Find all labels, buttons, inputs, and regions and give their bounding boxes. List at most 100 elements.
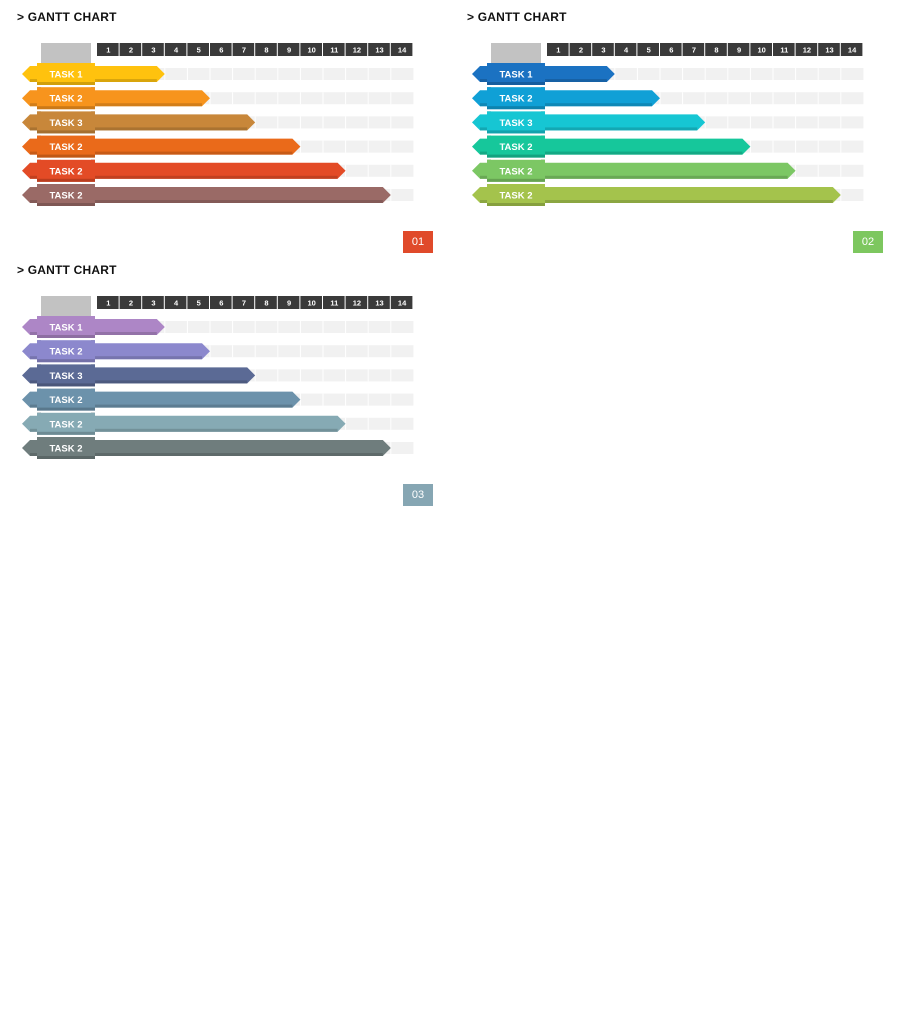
column-header-cell xyxy=(705,43,727,56)
column-header-cell xyxy=(368,43,390,56)
column-tick-label: 5 xyxy=(647,46,651,55)
task-label-tab-shadow xyxy=(37,106,95,110)
column-tick-label: 11 xyxy=(330,299,338,308)
gantt-bar-shadow xyxy=(480,175,788,179)
task-label-tab-shadow xyxy=(37,130,95,134)
task-label: TASK 1 xyxy=(49,323,83,334)
gantt-bar xyxy=(22,415,346,432)
gantt-bar xyxy=(22,187,391,203)
task-label: TASK 2 xyxy=(49,142,82,153)
column-tick-label: 1 xyxy=(106,46,110,55)
task-label-tab xyxy=(37,364,95,387)
column-header-cell xyxy=(255,296,277,309)
task-label: TASK 2 xyxy=(49,395,82,406)
column-tick-label: 14 xyxy=(398,299,407,308)
column-header-cell xyxy=(277,43,300,56)
column-header-cell xyxy=(345,296,368,309)
column-tick-label: 13 xyxy=(375,299,383,308)
gantt-bar-shadow xyxy=(30,428,338,432)
column-header-cell xyxy=(390,43,413,56)
task-label-tab xyxy=(37,340,95,363)
column-tick-label: 8 xyxy=(264,46,268,55)
column-tick-label: 2 xyxy=(129,299,133,308)
task-label: TASK 2 xyxy=(499,166,532,177)
column-tick-label: 14 xyxy=(848,46,857,55)
chart-title: > GANTT CHART xyxy=(17,10,117,24)
column-header-cell xyxy=(119,43,142,56)
task-label-tab-shadow xyxy=(37,431,95,435)
column-tick-label: 3 xyxy=(151,46,155,55)
column-header-cell xyxy=(637,43,659,56)
column-header-cell xyxy=(300,43,322,56)
task-label-tab-shadow xyxy=(487,154,545,158)
task-label: TASK 1 xyxy=(499,70,533,81)
task-label-tab xyxy=(37,437,95,459)
column-tick-label: 11 xyxy=(780,46,788,55)
task-label-tab-shadow xyxy=(487,203,545,206)
task-label: TASK 1 xyxy=(49,70,83,81)
column-header-cell xyxy=(97,43,119,56)
column-header-cell xyxy=(164,43,187,56)
gantt-bar-shadow xyxy=(30,200,383,203)
column-tick-label: 13 xyxy=(375,46,383,55)
column-tick-label: 13 xyxy=(825,46,833,55)
task-label: TASK 2 xyxy=(499,191,532,202)
column-header-cell xyxy=(390,296,413,309)
task-label-tab xyxy=(37,135,95,158)
task-label-tab xyxy=(487,63,545,85)
task-label-tab xyxy=(37,184,95,206)
task-label: TASK 2 xyxy=(49,191,82,202)
gantt-bar-shadow xyxy=(30,356,202,360)
task-label-tab-shadow xyxy=(37,407,95,411)
task-label: TASK 2 xyxy=(49,347,82,358)
column-header-cell xyxy=(142,296,164,309)
task-label: TASK 3 xyxy=(499,118,532,129)
task-label-tab xyxy=(37,63,95,85)
column-header-cell xyxy=(232,296,255,309)
label-header-block xyxy=(41,296,91,318)
column-header-cell xyxy=(682,43,705,56)
task-label: TASK 3 xyxy=(49,118,82,129)
column-header-cell xyxy=(232,43,255,56)
task-label-tab-shadow xyxy=(37,82,95,85)
column-header-cell xyxy=(323,296,345,309)
label-header-block xyxy=(41,43,91,65)
column-tick-label: 9 xyxy=(287,299,291,308)
column-tick-label: 12 xyxy=(803,46,811,55)
task-label-tab xyxy=(487,87,545,110)
column-tick-label: 2 xyxy=(579,46,583,55)
task-label-tab xyxy=(487,159,545,182)
task-label-tab-shadow xyxy=(37,154,95,158)
column-tick-label: 6 xyxy=(219,299,223,308)
gantt-bar-shadow xyxy=(30,103,202,107)
task-label-tab xyxy=(37,412,95,435)
task-label-tab xyxy=(37,87,95,110)
column-header-cell xyxy=(345,43,368,56)
gantt-bar-shadow xyxy=(30,175,338,179)
column-header-cell xyxy=(750,43,772,56)
column-tick-label: 10 xyxy=(308,299,316,308)
column-tick-label: 3 xyxy=(151,299,155,308)
task-label-tab-shadow xyxy=(37,359,95,363)
column-header-cell xyxy=(727,43,750,56)
column-tick-label: 10 xyxy=(758,46,766,55)
page-number-badge: 02 xyxy=(853,231,883,253)
column-header-cell xyxy=(119,296,142,309)
column-header-cell xyxy=(97,296,119,309)
column-tick-label: 10 xyxy=(308,46,316,55)
column-tick-label: 8 xyxy=(714,46,718,55)
task-label: TASK 2 xyxy=(49,94,82,105)
column-tick-label: 11 xyxy=(330,46,338,55)
task-label-tab xyxy=(37,316,95,338)
gantt-bar-shadow xyxy=(480,151,743,155)
gantt-bar-shadow xyxy=(480,103,652,107)
column-header-cell xyxy=(660,43,682,56)
task-label-tab-shadow xyxy=(37,456,95,459)
task-label: TASK 2 xyxy=(49,419,82,430)
column-tick-label: 5 xyxy=(197,46,201,55)
gantt-bar-shadow xyxy=(30,453,383,456)
